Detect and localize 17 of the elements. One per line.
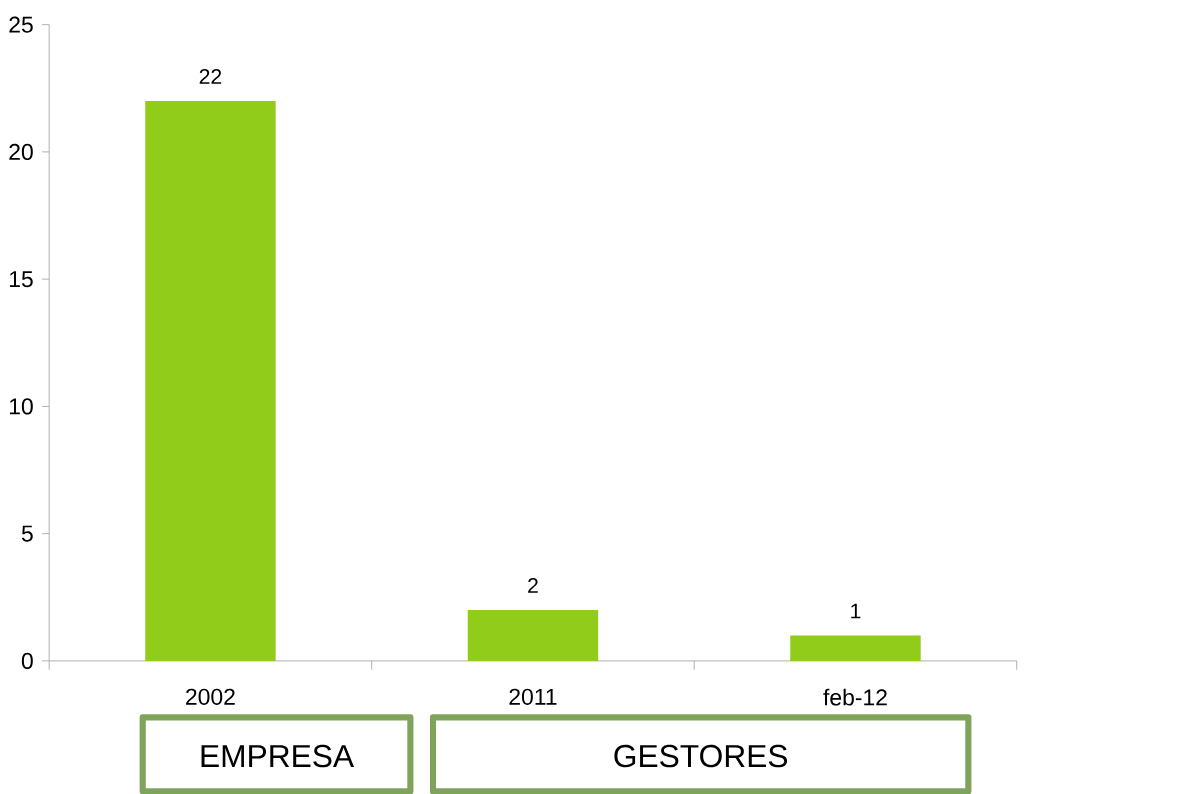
bar bbox=[790, 635, 921, 661]
x-tick-label: 2002 bbox=[186, 688, 235, 705]
y-tick-label: 5 bbox=[21, 525, 33, 542]
x-tick-label: 2011 bbox=[509, 688, 557, 705]
text: GESTORES bbox=[614, 744, 788, 768]
text: EMPRESA bbox=[201, 744, 355, 768]
y-tick-label: 0 bbox=[21, 652, 33, 669]
bar bbox=[467, 609, 599, 661]
y-tick-label: 10 bbox=[9, 398, 33, 415]
y-tick-label: 25 bbox=[9, 16, 33, 33]
y-tick-label: 20 bbox=[9, 143, 33, 160]
data-label: 2 bbox=[528, 577, 538, 593]
x-tick-label: feb-12 bbox=[823, 688, 887, 706]
bar bbox=[145, 100, 276, 661]
data-label: 1 bbox=[851, 603, 861, 619]
y-tick-label: 15 bbox=[9, 270, 33, 287]
data-label: 22 bbox=[199, 68, 222, 84]
